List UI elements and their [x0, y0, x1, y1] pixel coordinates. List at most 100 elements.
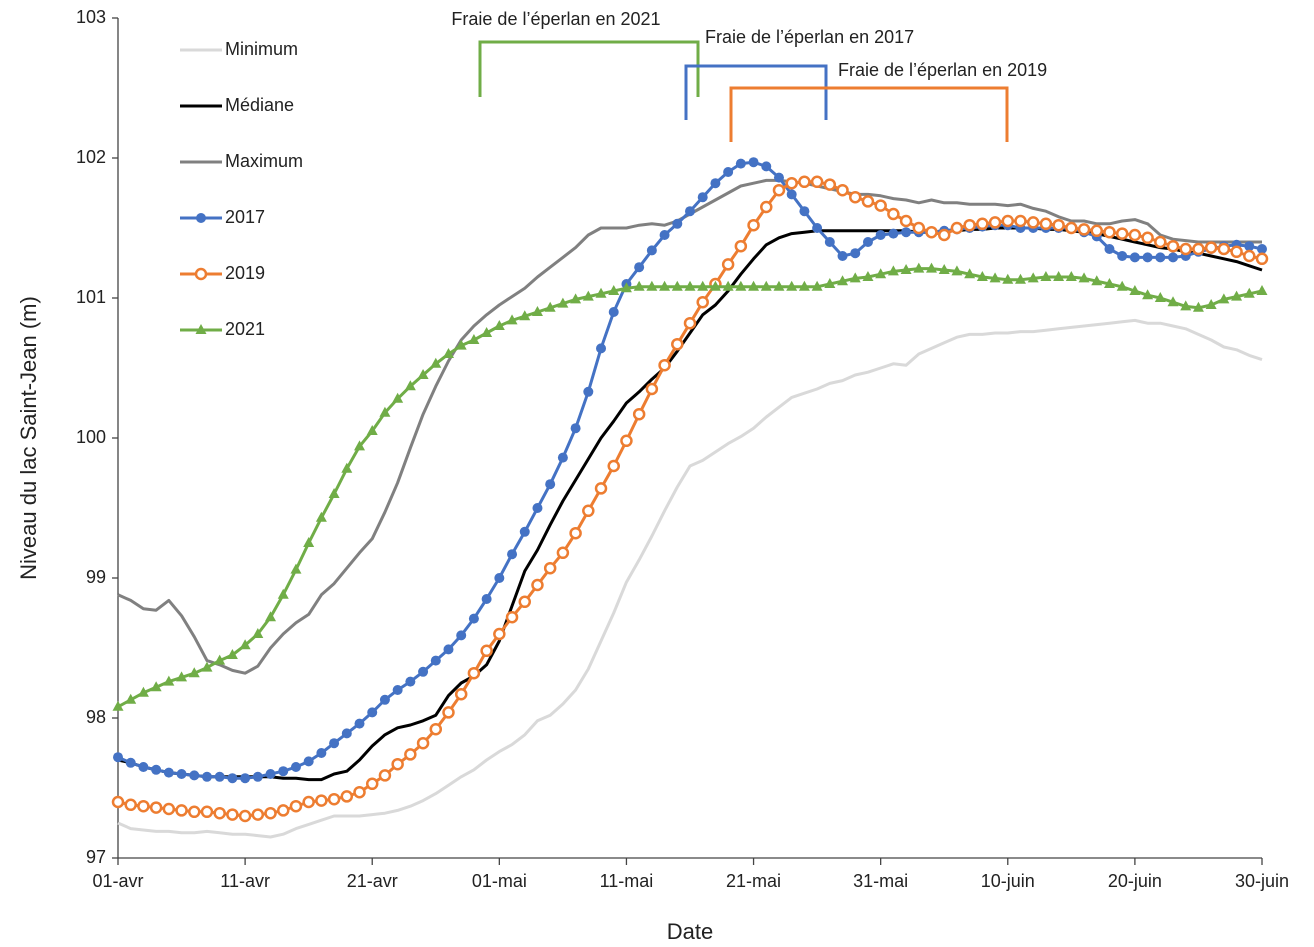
data-point	[786, 189, 797, 200]
data-point	[1141, 231, 1154, 245]
data-point	[519, 310, 531, 321]
data-point	[810, 175, 824, 189]
data-point	[137, 799, 150, 813]
data-point	[557, 297, 569, 308]
data-point	[443, 644, 454, 655]
data-point	[1243, 249, 1256, 263]
data-point	[341, 728, 352, 739]
data-point	[176, 671, 188, 682]
x-tick-label: 11-avr	[220, 871, 270, 891]
data-point	[645, 382, 659, 396]
data-point	[620, 282, 632, 293]
data-point	[1103, 278, 1115, 288]
data-point	[354, 440, 366, 451]
data-point	[594, 482, 608, 495]
data-point	[1167, 296, 1179, 307]
y-tick-label: 102	[76, 147, 106, 167]
data-point	[837, 251, 848, 261]
data-point	[937, 228, 951, 242]
data-point	[252, 771, 263, 782]
data-point	[200, 805, 214, 819]
data-point	[1117, 251, 1128, 261]
data-point	[278, 766, 289, 777]
data-point	[683, 316, 697, 330]
x-tick-label: 01-mai	[472, 871, 527, 891]
legend-label: 2021	[225, 319, 265, 339]
data-point	[709, 280, 721, 291]
data-point	[1129, 252, 1140, 263]
data-point	[507, 549, 518, 560]
data-point	[938, 264, 950, 274]
data-point	[1115, 227, 1129, 240]
data-point	[353, 785, 366, 799]
data-point	[608, 307, 619, 317]
legend-marker	[195, 324, 207, 334]
data-point	[442, 348, 454, 358]
data-point	[646, 280, 658, 291]
data-point	[887, 207, 900, 221]
data-point	[1052, 218, 1065, 232]
x-axis-label: Date	[667, 919, 713, 944]
data-point	[543, 561, 557, 575]
data-point	[1179, 242, 1192, 256]
data-point	[785, 176, 798, 190]
data-point	[227, 773, 238, 784]
data-point	[1192, 242, 1205, 256]
data-point	[366, 425, 378, 435]
data-point	[697, 192, 708, 203]
data-point	[1065, 221, 1078, 235]
data-point	[340, 790, 354, 803]
data-point	[824, 278, 836, 288]
x-tick-label: 31-mai	[853, 871, 908, 891]
data-point	[875, 230, 886, 240]
data-point	[468, 334, 480, 344]
series	[117, 318, 1263, 839]
data-point	[518, 595, 532, 609]
data-point	[861, 195, 875, 208]
y-axis-label: Niveau du lac Saint-Jean (m)	[16, 296, 41, 580]
x-tick-label: 21-avr	[347, 871, 398, 891]
data-point	[988, 216, 1002, 229]
data-point	[315, 794, 328, 807]
data-point	[760, 200, 773, 214]
data-point	[1039, 217, 1053, 231]
data-point	[468, 613, 479, 624]
data-point	[404, 748, 417, 761]
data-point	[137, 686, 149, 697]
data-point	[315, 511, 327, 522]
data-point	[1090, 224, 1104, 238]
data-point	[596, 343, 607, 354]
annotation: Fraie de l’éperlan en 2019	[838, 60, 1047, 80]
data-point	[290, 563, 302, 574]
data-point	[671, 337, 684, 351]
data-point	[1204, 241, 1218, 254]
data-point	[240, 773, 251, 784]
data-point	[862, 271, 874, 281]
series	[112, 262, 1268, 711]
data-point	[404, 380, 416, 391]
data-point	[138, 762, 149, 772]
data-point	[316, 748, 327, 758]
data-point	[391, 757, 404, 771]
data-point	[365, 777, 379, 791]
data-point	[505, 610, 519, 624]
data-point	[632, 407, 646, 421]
data-point	[608, 285, 620, 295]
data-point	[214, 771, 225, 782]
data-point	[1192, 301, 1204, 312]
data-point	[735, 158, 746, 169]
data-point	[189, 770, 200, 781]
data-point	[1154, 235, 1167, 249]
data-point	[303, 537, 315, 547]
data-point	[276, 804, 290, 817]
annotation-bracket	[478, 40, 700, 97]
data-point	[329, 738, 340, 749]
data-point	[151, 764, 162, 775]
data-point	[634, 262, 645, 273]
data-point	[912, 221, 926, 235]
y-tick-label: 99	[86, 567, 106, 587]
data-point	[467, 666, 481, 680]
data-point	[289, 799, 303, 813]
legend-label: Médiane	[225, 95, 294, 115]
data-point	[671, 280, 683, 291]
